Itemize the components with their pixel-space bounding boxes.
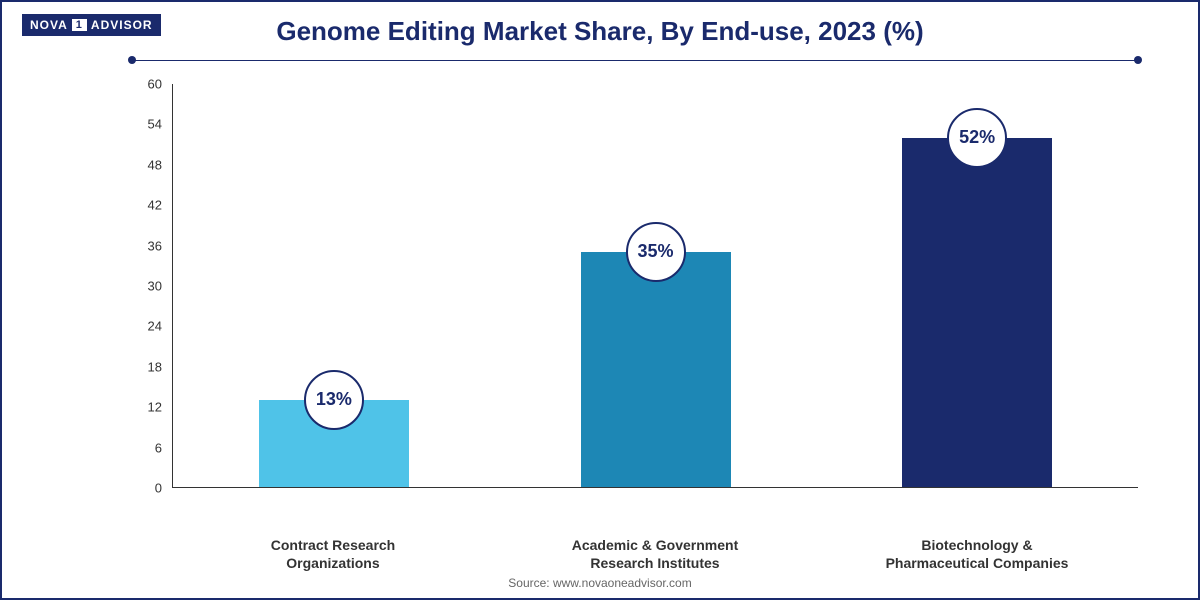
plot-region: 13% 35% 52% [172, 84, 1138, 488]
logo-post: ADVISOR [91, 18, 153, 32]
y-tick: 48 [122, 157, 162, 172]
value-badge: 13% [304, 370, 364, 430]
y-tick: 36 [122, 238, 162, 253]
source-text: Source: www.novaoneadvisor.com [2, 576, 1198, 590]
value-badge: 52% [947, 108, 1007, 168]
bar: 35% [581, 252, 731, 487]
y-tick: 12 [122, 400, 162, 415]
y-axis: 06121824303642485460 [122, 84, 162, 488]
chart-title: Genome Editing Market Share, By End-use,… [2, 2, 1198, 47]
y-tick: 42 [122, 198, 162, 213]
bar: 13% [259, 400, 409, 487]
y-tick: 18 [122, 359, 162, 374]
x-label: Biotechnology &Pharmaceutical Companies [877, 536, 1077, 572]
y-tick: 30 [122, 279, 162, 294]
y-tick: 54 [122, 117, 162, 132]
bar: 52% [902, 138, 1052, 487]
y-tick: 0 [122, 481, 162, 496]
logo-num: 1 [72, 19, 87, 31]
y-tick: 24 [122, 319, 162, 334]
brand-logo: NOVA 1 ADVISOR [22, 14, 161, 36]
value-badge: 35% [626, 222, 686, 282]
x-label: Academic & GovernmentResearch Institutes [555, 536, 755, 572]
chart-area: 06121824303642485460 13%35%52% Contract … [102, 84, 1138, 528]
logo-pre: NOVA [30, 18, 68, 32]
y-tick: 60 [122, 77, 162, 92]
x-label: Contract ResearchOrganizations [233, 536, 433, 572]
title-divider [132, 60, 1138, 61]
chart-frame: NOVA 1 ADVISOR Genome Editing Market Sha… [0, 0, 1200, 600]
y-tick: 6 [122, 440, 162, 455]
